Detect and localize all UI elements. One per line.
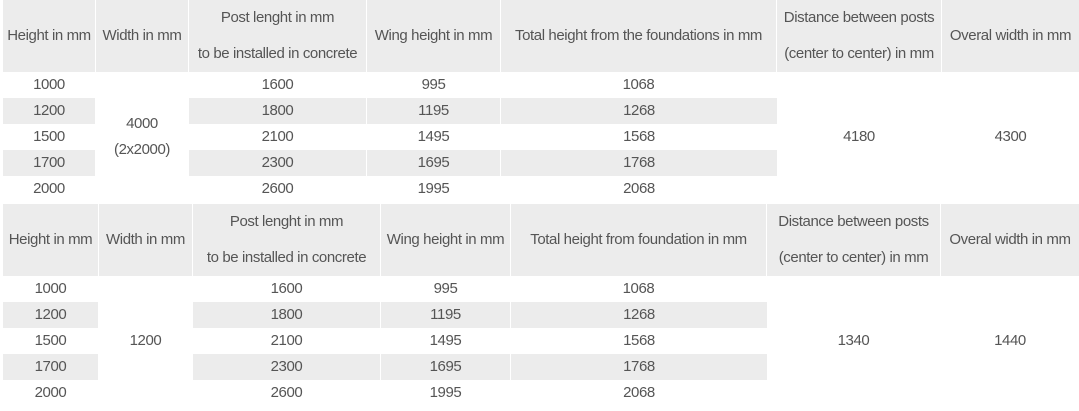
header-width: Width in mm — [96, 0, 189, 72]
cell-total-height: 1268 — [501, 98, 777, 124]
header-post-length-line1: Post lenght in mm — [229, 213, 344, 230]
header-height: Height in mm — [3, 0, 96, 72]
header-overall-width: Overal width in mm — [941, 204, 1079, 276]
header-post-length-line2: to be installed in concrete — [197, 45, 358, 62]
header-post-length: Post lenght in mm to be installed in con… — [193, 204, 381, 276]
cell-wing-height: 1695 — [367, 150, 501, 176]
header-row: Height in mm Width in mm Post lenght in … — [3, 0, 1079, 72]
cell-height: 2000 — [3, 176, 96, 202]
cell-wing-height: 995 — [381, 276, 511, 302]
cell-total-height: 1768 — [511, 354, 767, 380]
cell-total-height: 1568 — [511, 328, 767, 354]
table-row: 2000 2600 1995 2068 — [3, 380, 1079, 406]
table-row: 1000 1200 1600 995 1068 1340 1440 — [3, 276, 1079, 406]
cell-wing-height: 995 — [367, 72, 501, 98]
cell-width: 1200 — [99, 276, 193, 406]
cell-wing-height: 1195 — [367, 98, 501, 124]
cell-wing-height: 1195 — [381, 302, 511, 328]
spec-table-double-gate: Height in mm Width in mm Post lenght in … — [3, 0, 1079, 202]
cell-post-length: 2100 — [193, 328, 381, 354]
cell-post-length: 2600 — [193, 380, 381, 406]
cell-post-distance: 4180 — [777, 72, 942, 202]
cell-width: 4000 (2x2000) — [96, 72, 189, 202]
header-wing-height: Wing height in mm — [381, 204, 511, 276]
table-row: 1500 2100 1495 1568 — [3, 124, 1079, 150]
cell-total-height: 1568 — [501, 124, 777, 150]
cell-overall-width: 1440 — [941, 276, 1079, 406]
header-total-height: Total height from foundation in mm — [511, 204, 767, 276]
header-post-length: Post lenght in mm to be installed in con… — [189, 0, 367, 72]
cell-post-length: 2600 — [189, 176, 367, 202]
cell-height: 1500 — [3, 124, 96, 150]
cell-post-length: 2300 — [193, 354, 381, 380]
table-row: 1200 1800 1195 1268 — [3, 98, 1079, 124]
header-row: Height in mm Width in mm Post lenght in … — [3, 204, 1079, 276]
header-width: Width in mm — [99, 204, 193, 276]
cell-height: 1000 — [3, 276, 99, 302]
header-post-distance: Distance between posts (center to center… — [777, 0, 942, 72]
cell-width-line2: (2x2000) — [113, 141, 170, 158]
cell-post-length: 1600 — [193, 276, 381, 302]
cell-wing-height: 1695 — [381, 354, 511, 380]
table-row: 1700 2300 1695 1768 — [3, 150, 1079, 176]
cell-wing-height: 1995 — [381, 380, 511, 406]
spec-table-single-gate: Height in mm Width in mm Post lenght in … — [3, 204, 1079, 406]
cell-post-length: 2300 — [189, 150, 367, 176]
header-post-distance: Distance between posts (center to center… — [767, 204, 941, 276]
header-post-length-line1: Post lenght in mm — [220, 9, 335, 26]
header-wing-height: Wing height in mm — [367, 0, 501, 72]
cell-height: 1200 — [3, 98, 96, 124]
cell-total-height: 1768 — [501, 150, 777, 176]
cell-total-height: 1068 — [501, 72, 777, 98]
cell-total-height: 1268 — [511, 302, 767, 328]
cell-height: 2000 — [3, 380, 99, 406]
cell-overall-width: 4300 — [942, 72, 1079, 202]
cell-post-length: 1800 — [189, 98, 367, 124]
cell-post-length: 2100 — [189, 124, 367, 150]
header-post-distance-line1: Distance between posts — [778, 213, 929, 230]
cell-height: 1200 — [3, 302, 99, 328]
cell-wing-height: 1495 — [367, 124, 501, 150]
table-row: 1700 2300 1695 1768 — [3, 354, 1079, 380]
header-total-height: Total height from the foundations in mm — [501, 0, 777, 72]
cell-total-height: 1068 — [511, 276, 767, 302]
cell-height: 1700 — [3, 150, 96, 176]
header-post-distance-line2: (center to center) in mm — [784, 45, 934, 62]
header-overall-width: Overal width in mm — [942, 0, 1079, 72]
cell-height: 1500 — [3, 328, 99, 354]
table-row: 1200 1800 1195 1268 — [3, 302, 1079, 328]
cell-height: 1700 — [3, 354, 99, 380]
cell-wing-height: 1495 — [381, 328, 511, 354]
cell-total-height: 2068 — [501, 176, 777, 202]
header-post-distance-line1: Distance between posts — [783, 9, 935, 26]
header-post-length-line2: to be installed in concrete — [206, 249, 367, 266]
cell-total-height: 2068 — [511, 380, 767, 406]
table-row: 2000 2600 1995 2068 — [3, 176, 1079, 202]
header-post-distance-line2: (center to center) in mm — [778, 249, 929, 266]
cell-height: 1000 — [3, 72, 96, 98]
cell-wing-height: 1995 — [367, 176, 501, 202]
cell-width-line1: 4000 — [126, 115, 158, 132]
table-row: 1500 2100 1495 1568 — [3, 328, 1079, 354]
header-height: Height in mm — [3, 204, 99, 276]
table-row: 1000 4000 (2x2000) 1600 995 1068 4180 43… — [3, 72, 1079, 202]
cell-post-length: 1800 — [193, 302, 381, 328]
cell-post-distance: 1340 — [767, 276, 941, 406]
cell-post-length: 1600 — [189, 72, 367, 98]
